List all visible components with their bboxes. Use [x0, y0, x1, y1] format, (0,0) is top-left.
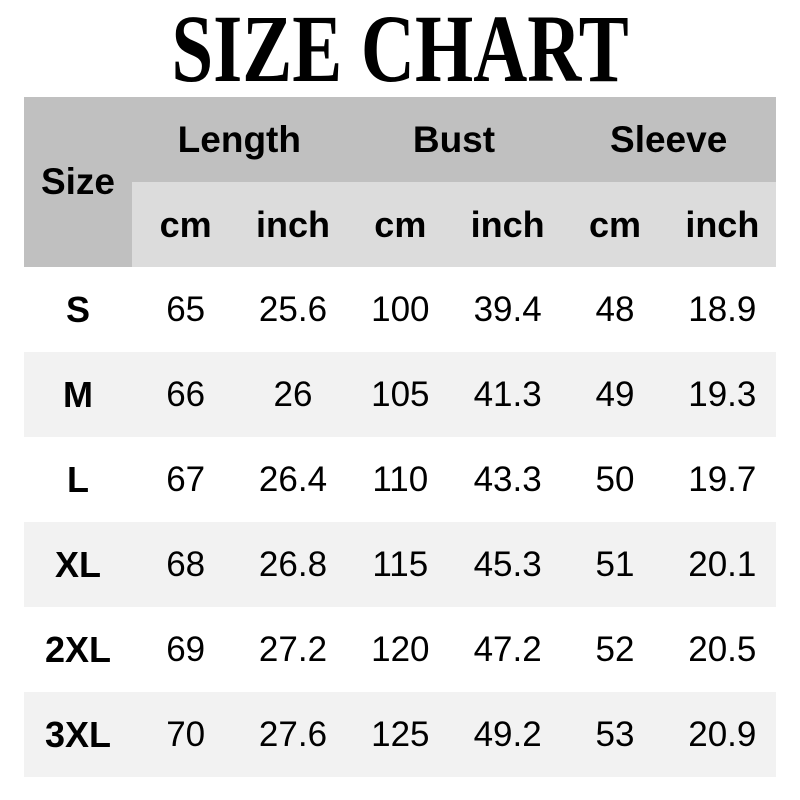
cell-bust-cm: 100 — [371, 289, 430, 329]
table-row-s: S 65 25.6 100 39.4 48 18.9 — [24, 267, 776, 352]
column-group-sleeve: Sleeve — [561, 97, 776, 182]
size-chart-table: Size Length Bust Sleeve cm inch cm inch … — [24, 97, 776, 777]
cell-length-cm: 65 — [166, 289, 206, 329]
table-row-xl: XL 68 26.8 115 45.3 51 20.1 — [24, 522, 776, 607]
unit-header-length-cm: cm — [132, 182, 240, 267]
cell-length-inch: 27.6 — [258, 714, 328, 754]
unit-header-sleeve-cm: cm — [561, 182, 669, 267]
cell-length-cm: 70 — [166, 714, 206, 754]
cell-length-inch: 26 — [273, 374, 313, 414]
row-size-label: XL — [54, 543, 101, 585]
cell-length-cm: 68 — [166, 544, 206, 584]
cell-bust-cm: 105 — [371, 374, 430, 414]
cell-sleeve-inch: 20.1 — [688, 544, 757, 584]
cell-bust-cm: 125 — [371, 714, 430, 754]
unit-header-bust-inch: inch — [453, 182, 562, 267]
group-header-row: Size Length Bust Sleeve — [24, 97, 776, 267]
unit-header-length-inch: inch — [239, 182, 347, 267]
cell-bust-inch: 45.3 — [473, 544, 542, 584]
title-area: SIZE CHART — [0, 0, 800, 97]
table-row-2xl: 2XL 69 27.2 120 47.2 52 20.5 — [24, 607, 776, 692]
cell-sleeve-inch: 19.7 — [688, 459, 757, 499]
row-size-label: 3XL — [44, 713, 112, 755]
page-title: SIZE CHART — [171, 0, 629, 102]
cell-length-cm: 69 — [166, 629, 206, 669]
cell-sleeve-inch: 20.5 — [688, 629, 757, 669]
table-header: Size Length Bust Sleeve cm inch cm inch … — [24, 97, 776, 267]
unit-header-bust-cm: cm — [346, 182, 454, 267]
cell-bust-cm: 120 — [371, 629, 430, 669]
cell-bust-cm: 110 — [372, 459, 429, 499]
unit-header-sleeve-inch: inch — [668, 182, 776, 267]
cell-bust-inch: 41.3 — [473, 374, 542, 414]
cell-bust-cm: 115 — [372, 544, 429, 584]
cell-length-cm: 67 — [166, 459, 206, 499]
cell-length-inch: 26.4 — [258, 459, 328, 499]
column-group-bust: Bust — [346, 97, 562, 182]
cell-bust-inch: 47.2 — [473, 629, 542, 669]
cell-length-inch: 27.2 — [258, 629, 328, 669]
row-size-label: L — [67, 458, 89, 500]
cell-sleeve-cm: 51 — [595, 544, 635, 584]
cell-sleeve-cm: 50 — [595, 459, 635, 499]
table-row-3xl: 3XL 70 27.6 125 49.2 53 20.9 — [24, 692, 776, 777]
cell-bust-inch: 43.3 — [473, 459, 542, 499]
column-header-size: Size — [24, 97, 132, 267]
column-group-length: Length — [132, 97, 347, 182]
cell-length-inch: 26.8 — [258, 544, 328, 584]
cell-sleeve-cm: 52 — [595, 629, 635, 669]
table-row-l: L 67 26.4 110 43.3 50 19.7 — [24, 437, 776, 522]
cell-sleeve-inch: 18.9 — [688, 289, 757, 329]
cell-bust-inch: 49.2 — [473, 714, 542, 754]
cell-length-inch: 25.6 — [258, 289, 328, 329]
cell-sleeve-cm: 48 — [595, 289, 635, 329]
cell-sleeve-inch: 19.3 — [688, 374, 757, 414]
row-size-label: 2XL — [44, 628, 112, 670]
cell-bust-inch: 39.4 — [473, 289, 542, 329]
cell-sleeve-cm: 53 — [595, 714, 635, 754]
unit-header-row: cm inch cm inch cm inch — [24, 182, 776, 267]
cell-length-cm: 66 — [166, 374, 206, 414]
table-row-m: M 66 26 105 41.3 49 19.3 — [24, 352, 776, 437]
table-body: S 65 25.6 100 39.4 48 18.9 M 66 26 105 4… — [24, 267, 776, 777]
row-size-label: S — [65, 288, 90, 330]
row-size-label: M — [63, 373, 93, 415]
cell-sleeve-cm: 49 — [595, 374, 635, 414]
cell-sleeve-inch: 20.9 — [688, 714, 757, 754]
